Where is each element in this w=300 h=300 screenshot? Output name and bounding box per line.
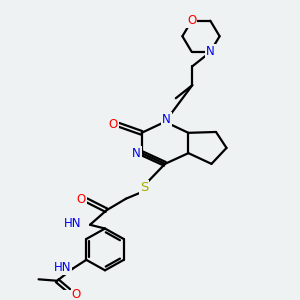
- Text: O: O: [187, 14, 196, 27]
- Text: HN: HN: [54, 261, 71, 274]
- Text: N: N: [162, 113, 171, 126]
- Text: O: O: [109, 118, 118, 130]
- Text: HN: HN: [64, 217, 82, 230]
- Text: S: S: [140, 181, 148, 194]
- Text: O: O: [76, 193, 85, 206]
- Text: O: O: [71, 288, 81, 300]
- Text: N: N: [132, 147, 141, 160]
- Text: N: N: [206, 45, 215, 58]
